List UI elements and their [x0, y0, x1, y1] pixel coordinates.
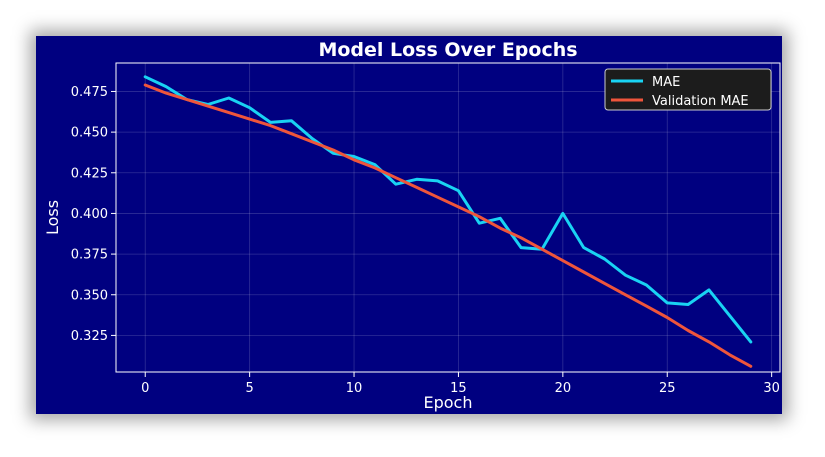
series-line-validation-mae [143, 83, 753, 368]
y-tick-label: 0.325 [71, 329, 108, 344]
legend-label-mae: MAE [652, 75, 680, 90]
y-tick-label: 0.475 [71, 85, 108, 100]
x-axis-label: Epoch [424, 393, 473, 412]
y-axis-label: Loss [43, 200, 62, 235]
y-tick-label: 0.450 [71, 126, 108, 141]
y-tick-label: 0.400 [71, 207, 108, 222]
y-tick-label: 0.350 [71, 288, 108, 303]
y-tick-label: 0.375 [71, 248, 108, 263]
legend: MAE Validation MAE [604, 68, 772, 111]
chart-title: Model Loss Over Epochs [318, 39, 577, 61]
legend-label-validation-mae: Validation MAE [652, 94, 749, 109]
axis-ticks: 0 5 10 15 20 25 30 0.325 0.350 0.375 0.400 0.425 0.4… [71, 85, 780, 396]
x-tick-label: 5 [245, 381, 253, 396]
grid-lines [116, 63, 780, 372]
x-tick-label: 30 [763, 381, 780, 396]
series-lines [143, 75, 753, 368]
chart-svg: 0 5 10 15 20 25 30 0.325 0.350 0.375 0.400 0.425 0.4… [43, 39, 781, 412]
x-tick-label: 25 [659, 381, 676, 396]
x-tick-label: 20 [555, 381, 572, 396]
series-line-mae [143, 75, 753, 344]
x-tick-label: 10 [346, 381, 363, 396]
x-tick-label: 15 [450, 381, 467, 396]
legend-box [604, 68, 772, 111]
chart-frame: 0 5 10 15 20 25 30 0.325 0.350 0.375 0.400 0.425 0.4… [36, 36, 782, 414]
y-tick-label: 0.425 [71, 166, 108, 181]
x-tick-label: 0 [141, 381, 149, 396]
